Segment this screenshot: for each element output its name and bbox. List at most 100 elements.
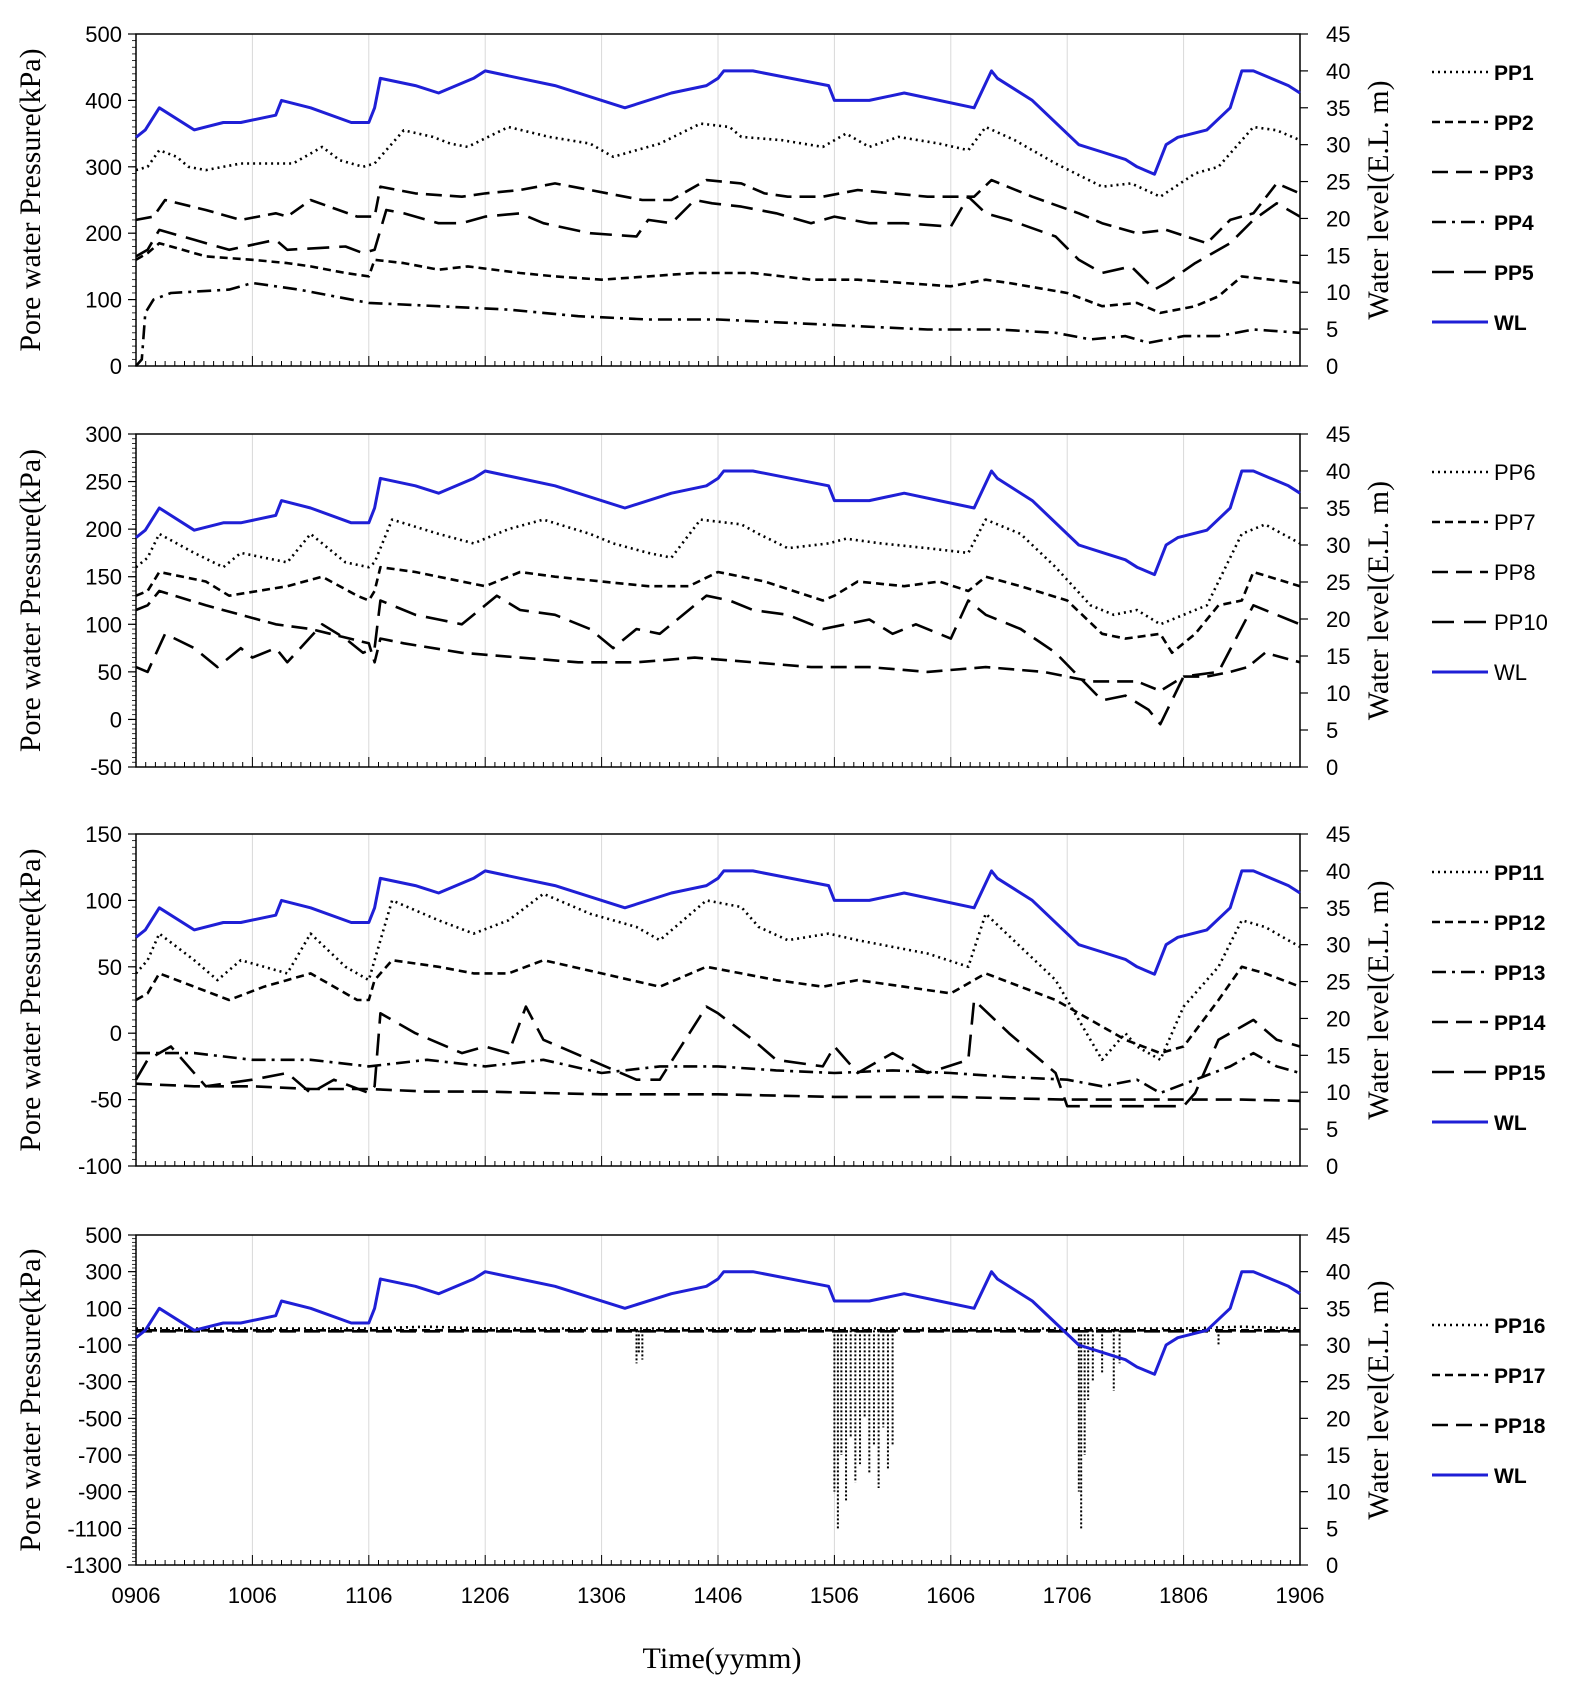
y-left-tick-label: 250 [85,470,122,495]
legend-label-wl: WL [1494,1112,1527,1135]
y-right-tick-label: 30 [1326,933,1350,958]
y-left-tick-label: -50 [90,755,122,780]
chart-panel-1: 0 100 200 300 400 500 0 5 10 15 20 25 30 35 40 45 Pore w… [14,22,1534,379]
y-right-tick-label: 15 [1326,644,1350,669]
y-left-tick-label: 300 [85,1260,122,1285]
y-left-tick-label: -900 [78,1480,122,1505]
series-line-pp8 [135,589,1301,693]
y-right-tick-label: 25 [1326,1370,1350,1395]
legend-label-pp7: PP7 [1494,510,1536,535]
y-left-tick-label: -50 [90,1088,122,1113]
legend-label-wl: WL [1494,660,1527,685]
y-left-tick-label: -100 [78,1154,122,1179]
legend-label-pp13: PP13 [1494,962,1545,985]
legend-label-pp10: PP10 [1494,610,1548,635]
x-tick-label: 0906 [112,1583,161,1608]
series-line-pp14 [135,1082,1301,1103]
y-left-tick-label: 300 [85,155,122,180]
y-left-tick-label: 300 [85,422,122,447]
y-right-tick-label: 10 [1326,280,1350,305]
x-tick-label: 1006 [228,1583,277,1608]
y-right-tick-label: 40 [1326,859,1350,884]
legend-label-pp4: PP4 [1494,212,1534,235]
x-tick-label: 1906 [1276,1583,1325,1608]
y-right-axis-title: Water level(E.L. m) [1362,1280,1395,1519]
y-left-tick-label: 0 [110,354,122,379]
series-line-pp13 [136,1051,1301,1095]
series-line-wl [135,869,1301,976]
y-left-tick-label: -700 [78,1443,122,1468]
y-right-tick-label: 5 [1326,718,1338,743]
y-left-tick-label: 50 [98,955,122,980]
y-left-axis-title: Pore water Pressure(kPa) [14,449,47,752]
y-right-tick-label: 35 [1326,96,1350,121]
legend-label-pp6: PP6 [1494,460,1536,485]
y-right-axis-title: Water level(E.L. m) [1362,880,1395,1119]
x-tick-label: 1606 [926,1583,975,1608]
y-left-tick-label: 100 [85,612,122,637]
series-line-pp3 [135,178,1301,245]
legend-label-pp17: PP17 [1494,1365,1545,1388]
y-right-tick-label: 30 [1326,1333,1350,1358]
y-left-tick-label: -100 [78,1333,122,1358]
y-right-tick-label: 0 [1326,1154,1338,1179]
y-left-tick-label: -500 [78,1406,122,1431]
series-line-wl [135,1270,1301,1376]
y-right-tick-label: 35 [1326,496,1350,521]
y-left-axis-title: Pore water Pressure(kPa) [14,1248,47,1551]
y-right-tick-label: 20 [1326,206,1350,231]
y-left-tick-label: 400 [85,88,122,113]
y-right-tick-label: 5 [1326,1117,1338,1142]
x-tick-label: 1806 [1159,1583,1208,1608]
y-right-tick-label: 10 [1326,681,1350,706]
legend-label-pp1: PP1 [1494,62,1534,85]
y-right-tick-label: 45 [1326,422,1350,447]
y-right-tick-label: 0 [1326,354,1338,379]
y-left-tick-label: 200 [85,221,122,246]
legend-label-pp3: PP3 [1494,162,1534,185]
y-right-tick-label: 40 [1326,1260,1350,1285]
y-left-tick-label: 100 [85,888,122,913]
y-left-tick-label: 500 [85,22,122,47]
y-left-tick-label: 50 [98,660,122,685]
y-right-tick-label: 35 [1326,1296,1350,1321]
x-tick-label: 1406 [694,1583,743,1608]
y-right-tick-label: 10 [1326,1080,1350,1105]
y-right-tick-label: 10 [1326,1480,1350,1505]
y-left-tick-label: 0 [110,1021,122,1046]
y-right-tick-label: 15 [1326,1443,1350,1468]
y-right-tick-label: 5 [1326,317,1338,342]
legend-label-pp12: PP12 [1494,912,1545,935]
legend-label-pp15: PP15 [1494,1062,1546,1085]
y-left-tick-label: -300 [78,1370,122,1395]
legend-label-pp2: PP2 [1494,112,1534,135]
y-right-tick-label: 45 [1326,1223,1350,1248]
legend-label-pp8: PP8 [1494,560,1536,585]
y-left-tick-label: 0 [110,707,122,732]
legend-label-pp16: PP16 [1494,1315,1545,1338]
series-line-pp1 [135,122,1301,198]
series-line-pp4 [135,281,1301,367]
chart-panel-4: -1300-1100-900-700-500-300-1001003005000… [14,1223,1546,1608]
y-left-tick-label: 200 [85,517,122,542]
y-right-tick-label: 25 [1326,570,1350,595]
y-right-axis-title: Water level(E.L. m) [1362,80,1395,319]
y-right-tick-label: 30 [1326,133,1350,158]
series-line-pp16 [136,1325,1301,1330]
y-right-tick-label: 25 [1326,970,1350,995]
y-right-tick-label: 25 [1326,170,1350,195]
y-right-axis-title: Water level(E.L. m) [1362,481,1395,720]
y-left-tick-label: -1300 [66,1553,122,1578]
legend-label-pp14: PP14 [1494,1012,1546,1035]
y-right-tick-label: 40 [1326,59,1350,84]
series-line-wl [135,469,1301,577]
legend-label-pp18: PP18 [1494,1415,1546,1438]
y-left-axis-title: Pore water Pressure(kPa) [14,48,47,351]
y-left-tick-label: 500 [85,1223,122,1248]
legend-label-pp5: PP5 [1494,262,1534,285]
y-right-tick-label: 40 [1326,459,1350,484]
series-line-pp15 [134,998,1301,1108]
y-right-tick-label: 35 [1326,896,1350,921]
